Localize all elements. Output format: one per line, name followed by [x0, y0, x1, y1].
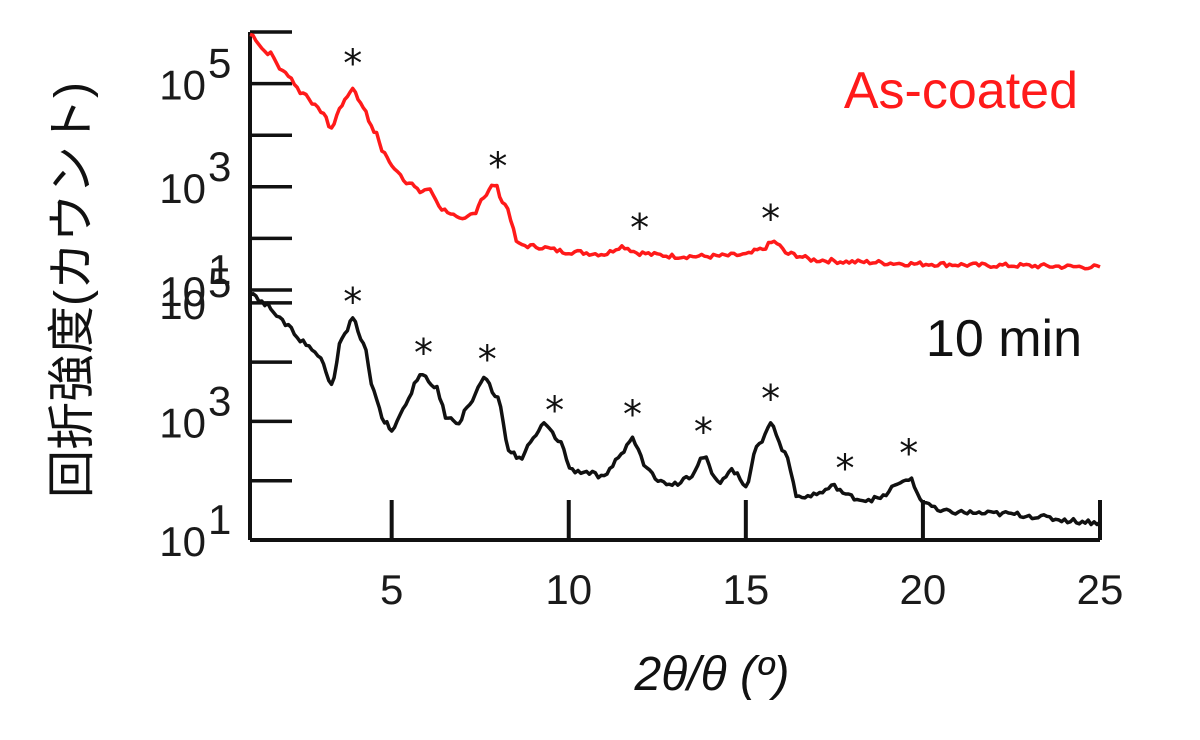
y-tick-label: 10: [159, 165, 206, 212]
y-axis-title: 回折強度(カウント): [46, 82, 99, 498]
y-tick-exponent: 5: [208, 40, 231, 87]
y-tick-exponent: 5: [208, 259, 231, 306]
x-tick-label: 5: [380, 566, 403, 613]
peak-star: *: [545, 388, 564, 432]
series-line: [249, 32, 1101, 271]
x-axis-title: 2θ/θ (º): [634, 648, 790, 701]
x-tick-label: 20: [900, 566, 947, 613]
y-ticks: 10 110 310 510 110 310 5: [159, 30, 292, 565]
y-tick-exponent: 3: [208, 377, 231, 424]
peak-star: *: [836, 447, 855, 491]
y-tick-exponent: 3: [208, 143, 231, 190]
peak-star: *: [761, 377, 780, 421]
y-tick-label: 10: [159, 62, 206, 109]
legend-label-10-min: 10 min: [926, 310, 1082, 368]
peak-star: *: [694, 410, 713, 454]
y-tick-label: 10: [159, 281, 206, 328]
peak-star: *: [343, 280, 362, 324]
peak-star: *: [630, 206, 649, 250]
peak-star: *: [899, 431, 918, 475]
x-tick-label: 15: [722, 566, 769, 613]
legend-label-as-coated: As-coated: [844, 62, 1078, 120]
x-tick-label: 25: [1077, 566, 1124, 613]
peak-star: *: [343, 42, 362, 86]
y-tick-label: 10: [159, 268, 206, 315]
peak-star: *: [761, 197, 780, 241]
peak-star: *: [478, 337, 497, 381]
x-ticks: 5 10 15 20 25: [380, 500, 1123, 613]
x-tick-label: 10: [545, 566, 592, 613]
y-tick-exponent: 1: [208, 246, 231, 293]
peak-star: *: [623, 392, 642, 436]
series-line: [249, 291, 1102, 527]
series: [249, 32, 1102, 527]
y-tick-label: 10: [159, 518, 206, 565]
y-tick-label: 10: [159, 399, 206, 446]
peak-star: *: [488, 144, 507, 188]
y-tick-exponent: 1: [208, 496, 231, 543]
peak-star: *: [414, 331, 433, 375]
peak-markers: * * * * * * * * * * * * *: [343, 42, 918, 491]
